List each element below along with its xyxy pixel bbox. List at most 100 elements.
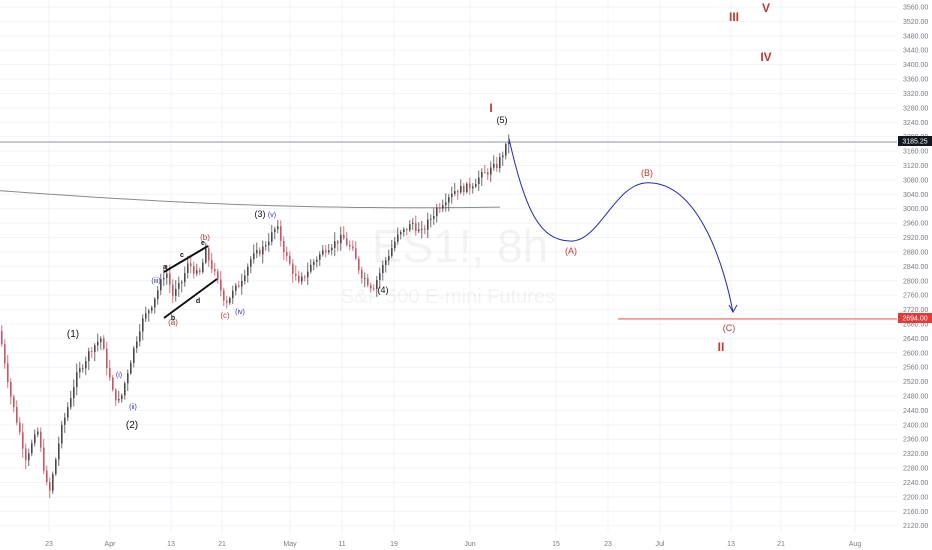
candle-body <box>325 250 327 253</box>
price-tick-label: 3280.00 <box>903 105 928 112</box>
price-tick-label: 3240.00 <box>903 120 928 127</box>
candle-body <box>313 261 315 265</box>
price-tick-label: 2640.00 <box>903 336 928 343</box>
price-tick-label: 2760.00 <box>903 293 928 300</box>
candle-body <box>277 226 279 230</box>
candle-body <box>31 443 33 454</box>
candle-body <box>10 382 12 397</box>
wave-label: a <box>163 264 167 271</box>
candle-body <box>379 273 381 281</box>
candle-body <box>112 377 114 390</box>
candle-body <box>73 387 75 399</box>
candle-body <box>400 232 402 235</box>
candle-body <box>427 219 429 230</box>
time-tick-label: 13 <box>167 541 175 548</box>
candle-body <box>178 283 180 289</box>
price-tick-label: 3360.00 <box>903 77 928 84</box>
candle-body <box>268 241 270 246</box>
candle-body <box>472 186 474 189</box>
candle-body <box>364 278 366 279</box>
candle-body <box>61 424 63 444</box>
wave-label: (C) <box>723 323 736 333</box>
candle-body <box>175 288 177 296</box>
candle-body <box>442 205 444 209</box>
time-axis: 23 Apr 13 21 May 11 19 Jun 15 23 Jul 13 21 Aug <box>45 541 861 548</box>
candle-body <box>217 271 219 280</box>
candle-body <box>85 361 87 369</box>
candle-body <box>22 432 24 449</box>
candle-body <box>352 246 354 249</box>
price-tick-label: 2280.00 <box>903 466 928 473</box>
wave-label: (3) <box>255 209 266 219</box>
candle-body <box>181 282 183 284</box>
time-tick-label: 23 <box>604 541 612 548</box>
candle-body <box>118 399 120 401</box>
candle-body <box>232 290 234 299</box>
candle-body <box>202 262 204 273</box>
candle-body <box>289 255 291 264</box>
candle-body <box>193 266 195 274</box>
candle-body <box>49 482 51 491</box>
candle-body <box>211 260 213 270</box>
candle-body <box>256 250 258 254</box>
triangle-lower-line <box>163 278 218 319</box>
candle-body <box>124 383 126 396</box>
wave-label: c <box>180 252 184 259</box>
price-tick-label: 3080.00 <box>903 177 928 184</box>
candle-body <box>103 338 105 349</box>
candle-body <box>259 250 261 255</box>
price-tick-label: 2360.00 <box>903 437 928 444</box>
candle-body <box>148 310 150 314</box>
candle-body <box>358 258 360 271</box>
price-tick-label: 3480.00 <box>903 33 928 40</box>
candle-body <box>142 318 144 332</box>
candle-body <box>40 431 42 448</box>
price-tick-label: 2800.00 <box>903 278 928 285</box>
candle-body <box>499 157 501 169</box>
price-tick-label: 3400.00 <box>903 62 928 69</box>
wave-label: (b) <box>200 233 210 242</box>
candle-body <box>367 278 369 286</box>
candle-body <box>25 448 27 461</box>
candle-body <box>328 250 330 253</box>
candle-body <box>208 248 210 261</box>
target-price-tag: 2694.00 <box>898 313 932 323</box>
time-tick-label: 23 <box>45 541 53 548</box>
wave-label: II <box>718 340 725 354</box>
last-price-tag: 3185.25 <box>898 136 932 146</box>
candle-body <box>55 459 57 475</box>
price-tick-label: 3040.00 <box>903 192 928 199</box>
candle-body <box>415 223 417 232</box>
candle-body <box>46 470 48 483</box>
candle-body <box>76 372 78 388</box>
candle-body <box>280 226 282 241</box>
watermark-symbol: ES1!, 8h <box>372 220 548 272</box>
candle-body <box>454 191 456 194</box>
candle-body <box>244 275 246 282</box>
price-tick-label: 2320.00 <box>903 451 928 458</box>
candle-body <box>463 185 465 193</box>
candle-body <box>448 197 450 203</box>
time-tick-label: Aug <box>849 541 862 548</box>
price-tick-label: 2600.00 <box>903 350 928 357</box>
wave-label: d <box>196 298 200 305</box>
candle-body <box>199 270 201 273</box>
candle-body <box>250 259 252 267</box>
candle-body <box>160 279 162 291</box>
wave-label: (4) <box>378 285 389 295</box>
candle-body <box>409 224 411 231</box>
candle-body <box>37 431 39 435</box>
wave-label: (B) <box>641 168 653 178</box>
candle-body <box>469 183 471 189</box>
candle-body <box>460 185 462 193</box>
candle-body <box>13 396 15 408</box>
candle-body <box>205 248 207 263</box>
candle-body <box>115 389 117 401</box>
wave-label: (5) <box>497 115 508 125</box>
candle-body <box>304 276 306 278</box>
candle-body <box>151 307 153 311</box>
candle-body <box>322 250 324 255</box>
candle-body <box>397 234 399 242</box>
candle-body <box>502 155 504 158</box>
